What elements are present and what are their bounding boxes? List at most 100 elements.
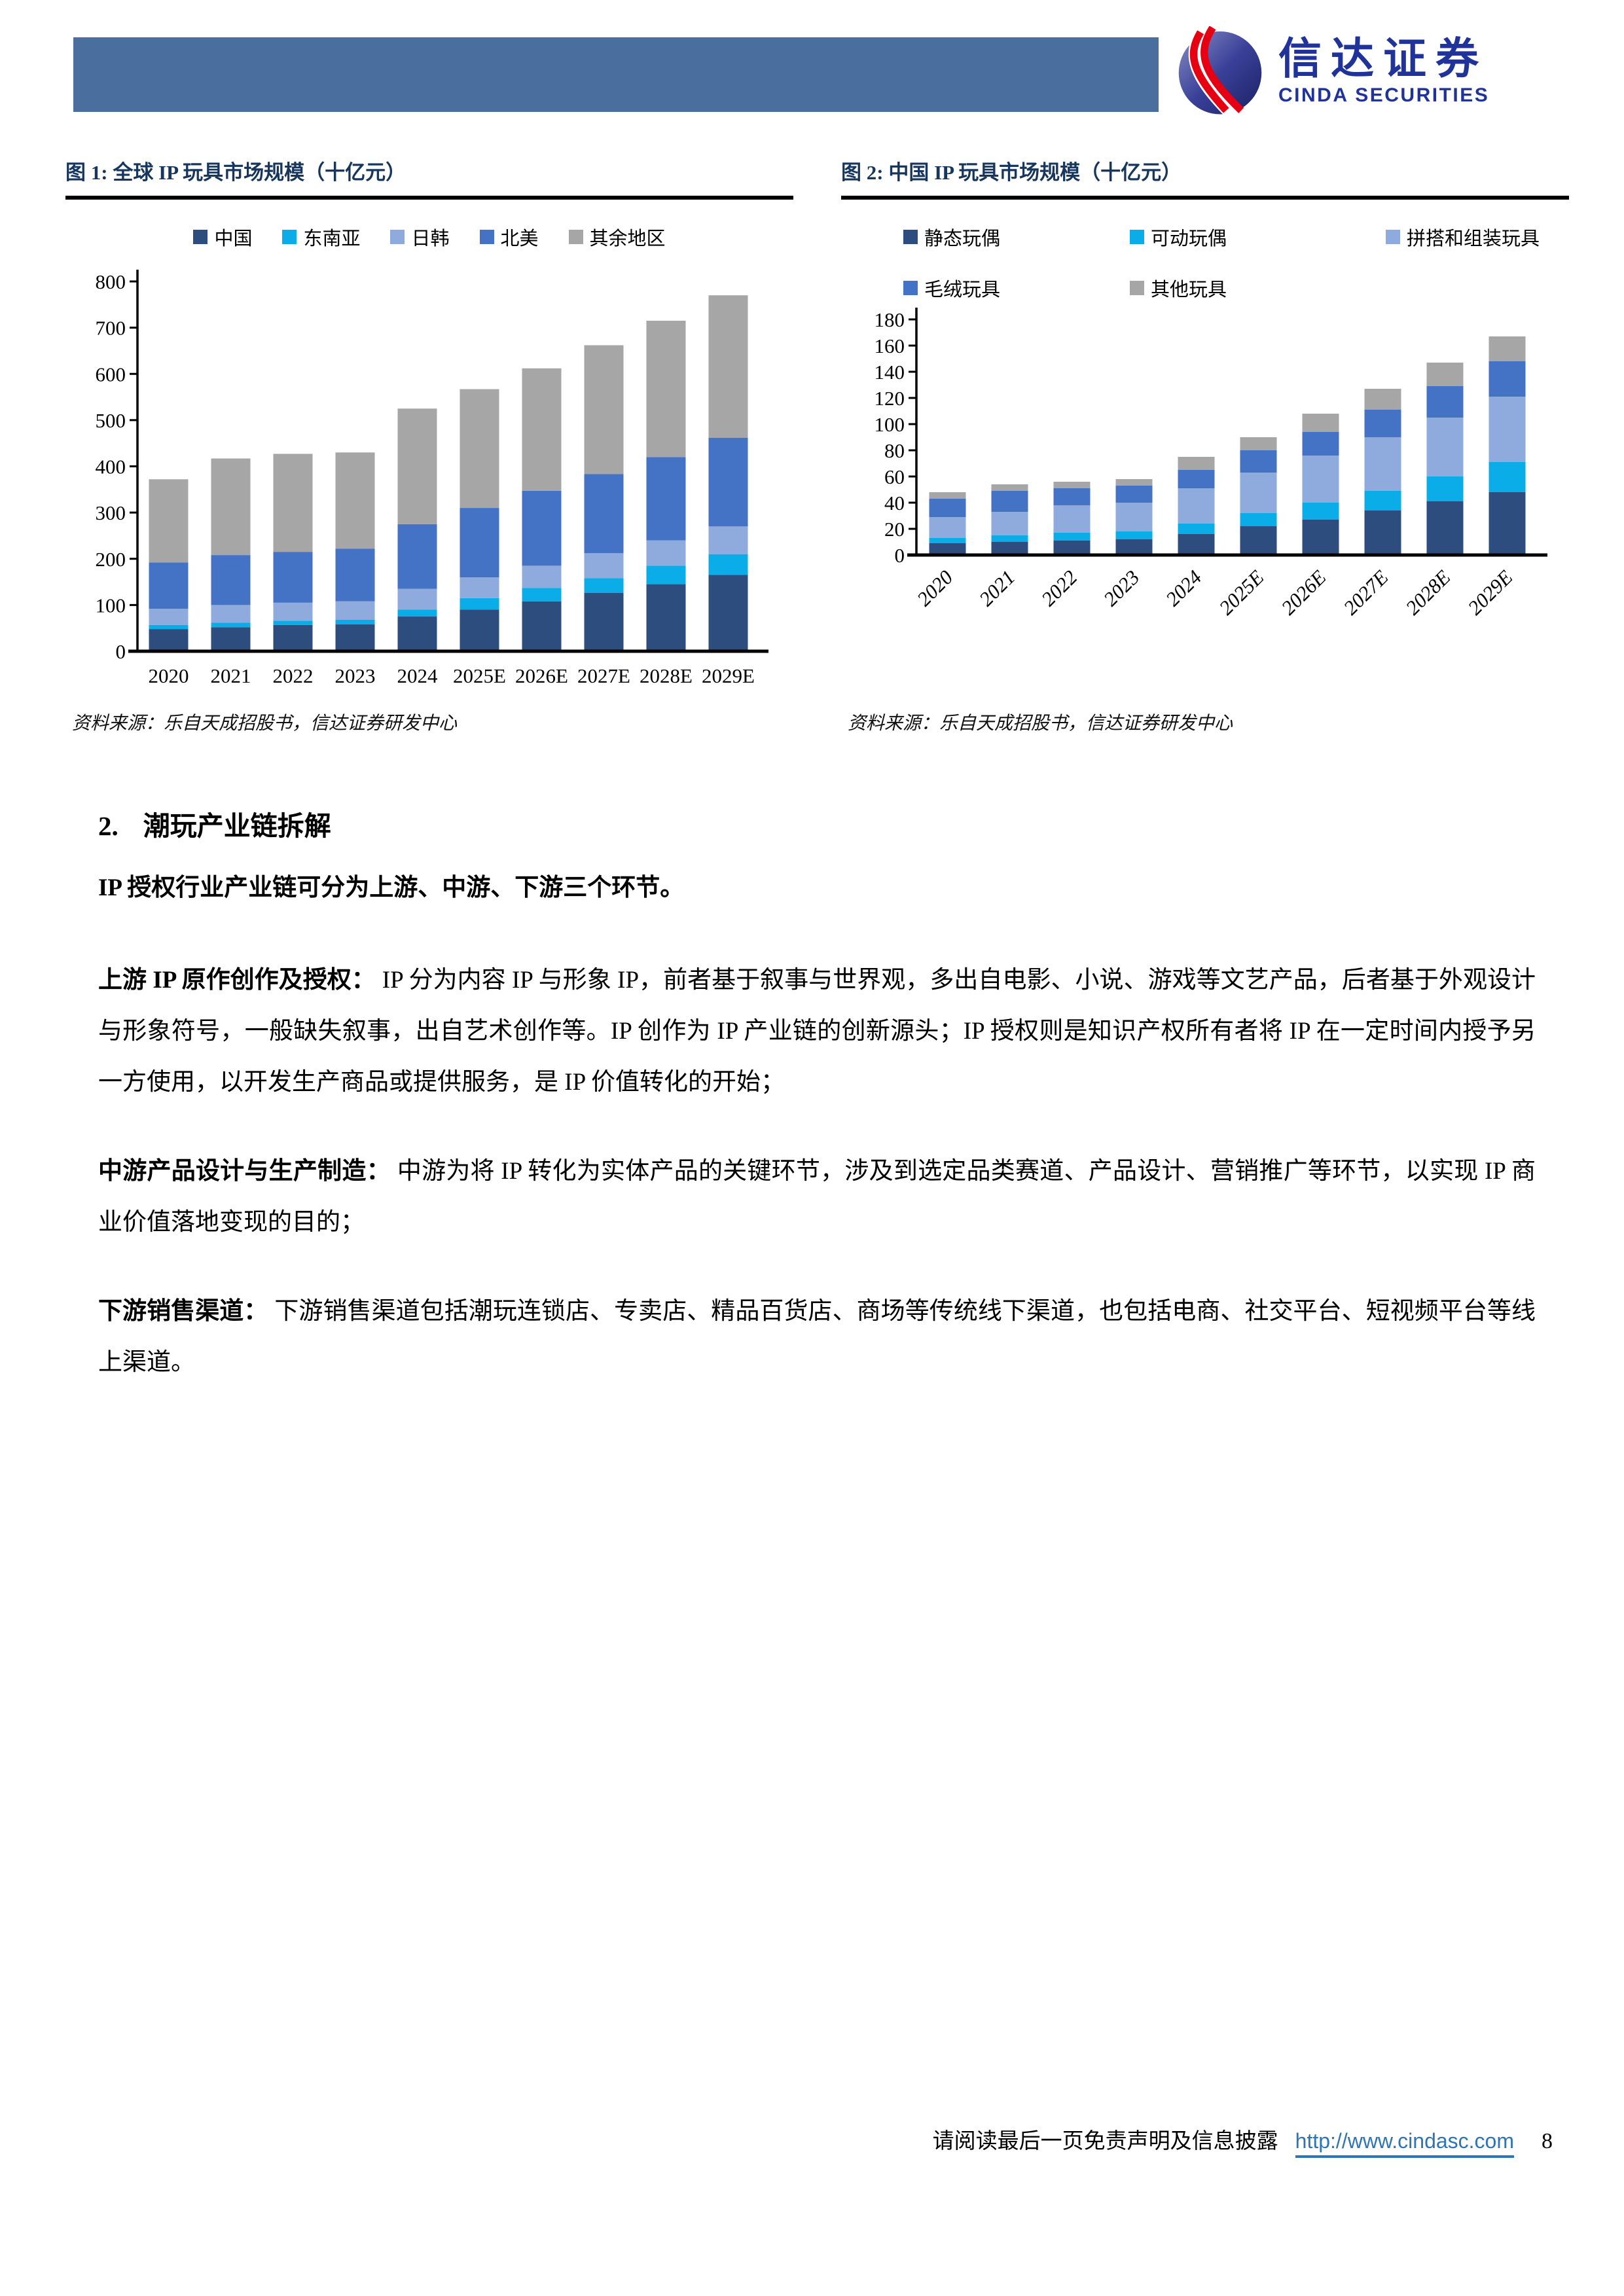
- bar-segment: [397, 408, 437, 524]
- bar-segment: [1489, 492, 1526, 555]
- paragraph-downstream: 下游销售渠道： 下游销售渠道包括潮玩连锁店、专卖店、精品百货店、商场等传统线下渠道…: [98, 1286, 1536, 1388]
- paragraph-downstream-text: 下游销售渠道包括潮玩连锁店、专卖店、精品百货店、商场等传统线下渠道，也包括电商、…: [98, 1298, 1536, 1376]
- bar-segment: [1053, 533, 1091, 541]
- bar-segment: [1426, 418, 1464, 476]
- legend-item: 拼搭和组装玩具: [1386, 223, 1540, 251]
- bar-segment: [1302, 520, 1339, 555]
- footer-url-link[interactable]: http://www.cindasc.com: [1295, 2129, 1514, 2158]
- bar-segment: [1364, 389, 1401, 410]
- bar-segment: [1302, 414, 1339, 432]
- svg-text:2027E: 2027E: [577, 664, 630, 687]
- bar-segment: [646, 565, 686, 584]
- legend-label: 日韩: [411, 228, 450, 249]
- page-footer: 请阅读最后一页免责声明及信息披露 http://www.cindasc.com …: [0, 2123, 1553, 2158]
- bar-segment: [1178, 534, 1215, 555]
- legend-item: 中国: [193, 223, 252, 251]
- bar-segment: [1240, 450, 1277, 473]
- svg-text:2025E: 2025E: [1214, 565, 1268, 619]
- legend-swatch-icon: [1130, 281, 1144, 295]
- bar-segment: [273, 620, 313, 625]
- bar-segment: [1240, 473, 1277, 513]
- figure2-title: 图 2: 中国 IP 玩具市场规模（十亿元）: [841, 156, 1569, 200]
- bar-segment: [708, 437, 748, 527]
- figure-china-ip-toy-market: 图 2: 中国 IP 玩具市场规模（十亿元） 静态玩偶 可动玩偶 拼搭和组装玩具毛绒…: [841, 156, 1569, 764]
- bar-segment: [646, 457, 686, 541]
- svg-text:160: 160: [875, 334, 905, 357]
- bar-segment: [584, 553, 624, 579]
- svg-text:120: 120: [875, 387, 905, 410]
- bar-segment: [397, 617, 437, 651]
- svg-text:600: 600: [96, 363, 126, 386]
- bar-segment: [211, 555, 251, 605]
- legend-swatch-icon: [282, 230, 297, 244]
- svg-text:60: 60: [884, 465, 905, 488]
- bar-segment: [1178, 457, 1215, 470]
- footer-disclaimer: 请阅读最后一页免责声明及信息披露: [932, 2130, 1278, 2153]
- bar-segment: [397, 609, 437, 617]
- bar-segment: [1053, 541, 1091, 555]
- svg-text:2026E: 2026E: [515, 664, 568, 687]
- svg-text:2026E: 2026E: [1276, 565, 1330, 619]
- bar-segment: [1426, 363, 1464, 386]
- bar-segment: [335, 548, 375, 601]
- paragraph-midstream-text: 中游为将 IP 转化为实体产品的关键环节，涉及到选定品类赛道、产品设计、营销推广…: [98, 1158, 1536, 1236]
- figure2-source: 资料来源：乐自天成招股书，信达证券研发中心: [848, 713, 1233, 734]
- bar-segment: [991, 512, 1028, 535]
- bar-segment: [991, 491, 1028, 512]
- figure1-title: 图 1: 全球 IP 玩具市场规模（十亿元）: [65, 156, 793, 200]
- legend-swatch-icon: [903, 281, 918, 295]
- section-title: 潮玩产业链拆解: [143, 811, 331, 841]
- legend-label: 静态玩偶: [924, 228, 1001, 249]
- bar-segment: [1426, 476, 1464, 501]
- bar-segment: [149, 629, 189, 651]
- bar-segment: [1053, 482, 1091, 488]
- figure1-source: 资料来源：乐自天成招股书，信达证券研发中心: [72, 713, 458, 734]
- paragraph-upstream: 上游 IP 原作创作及授权： IP 分为内容 IP 与形象 IP，前者基于叙事与世…: [98, 955, 1536, 1108]
- bar-segment: [708, 295, 748, 438]
- paragraph-midstream-lead: 中游产品设计与生产制造：: [98, 1158, 391, 1185]
- svg-text:2028E: 2028E: [640, 664, 693, 687]
- legend-swatch-icon: [390, 230, 405, 244]
- bar-segment: [1426, 501, 1464, 555]
- legend-item: 东南亚: [282, 223, 360, 251]
- bar-segment: [991, 542, 1028, 555]
- figure2-legend: 静态玩偶 可动玩偶 拼搭和组装玩具 毛绒玩具 其他玩具: [841, 223, 1569, 302]
- bar-segment: [460, 609, 499, 651]
- section-number: 2.: [98, 811, 118, 841]
- legend-item: 毛绒玩具: [903, 274, 1100, 302]
- svg-text:2024: 2024: [1161, 565, 1206, 611]
- bar-segment: [1240, 526, 1277, 555]
- legend-label: 拼搭和组装玩具: [1407, 228, 1540, 249]
- legend-swatch-icon: [193, 230, 208, 244]
- legend-item: 日韩: [390, 223, 450, 251]
- bar-segment: [991, 484, 1028, 491]
- legend-item: 静态玩偶: [903, 223, 1100, 251]
- paragraph-upstream-lead: 上游 IP 原作创作及授权：: [98, 967, 376, 994]
- logo-name-en: CINDA SECURITIES: [1278, 84, 1490, 106]
- header-bar: [73, 37, 1159, 112]
- paragraph-midstream: 中游产品设计与生产制造： 中游为将 IP 转化为实体产品的关键环节，涉及到选定品类…: [98, 1146, 1536, 1248]
- legend-swatch-icon: [1386, 230, 1400, 244]
- legend-swatch-icon: [568, 230, 583, 244]
- bar-segment: [211, 605, 251, 623]
- svg-text:20: 20: [884, 518, 905, 541]
- bar-segment: [708, 526, 748, 554]
- bar-segment: [460, 389, 499, 509]
- bar-segment: [397, 524, 437, 589]
- bar-segment: [1364, 511, 1401, 555]
- legend-label: 可动玩偶: [1151, 228, 1227, 249]
- svg-text:200: 200: [96, 548, 126, 571]
- bar-segment: [335, 452, 375, 549]
- bar-segment: [584, 593, 624, 651]
- section-intro: IP 授权行业产业链可分为上游、中游、下游三个环节。: [98, 874, 685, 902]
- bar-segment: [1364, 437, 1401, 491]
- bar-segment: [929, 499, 966, 517]
- legend-item: 北美: [479, 223, 539, 251]
- global-ip-toy-market-chart: 0 100 200 300 400 500 600 700 800 2020 2021 2022 202…: [96, 270, 768, 687]
- bar-segment: [211, 622, 251, 628]
- bar-segment: [1240, 513, 1277, 526]
- bar-segment: [584, 474, 624, 554]
- bar-segment: [460, 508, 499, 577]
- bar-segment: [273, 624, 313, 651]
- bar-segment: [708, 575, 748, 651]
